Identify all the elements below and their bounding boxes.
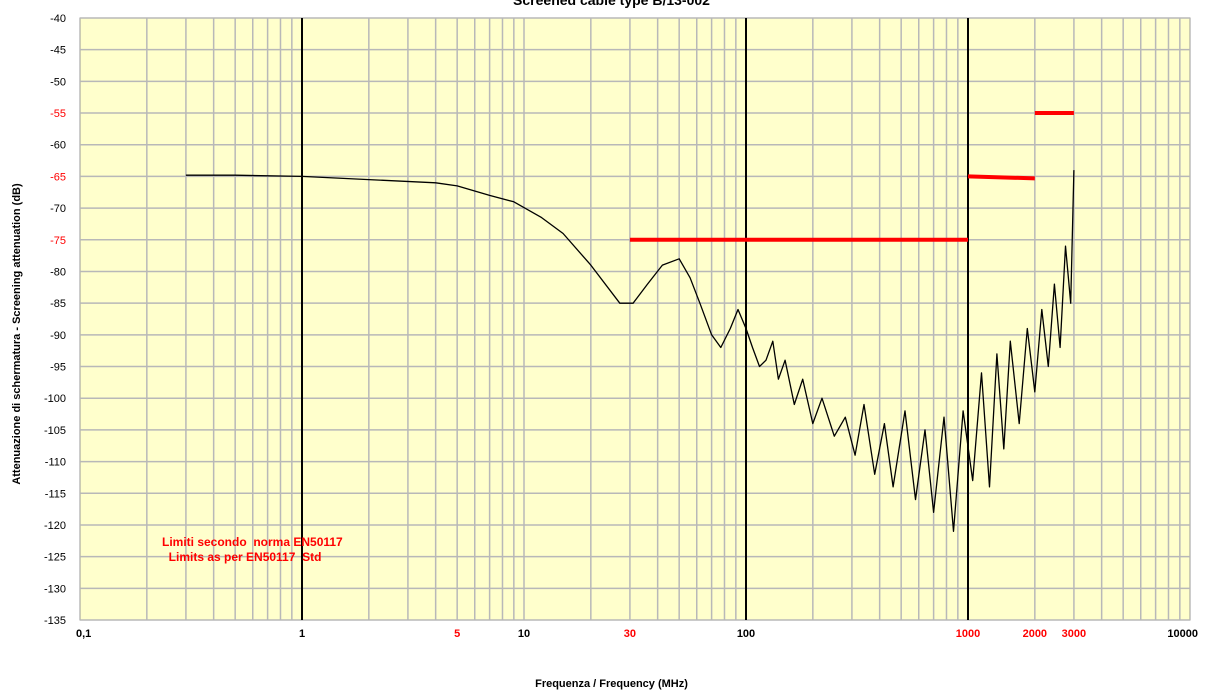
- y-tick-label: -80: [50, 266, 66, 278]
- chart-title: Screened cable type B/13-002: [513, 0, 710, 8]
- y-tick-label: -110: [45, 457, 66, 469]
- limit-lines: [629, 111, 1074, 242]
- minor-gridlines: [80, 17, 1190, 621]
- y-tick-label: -50: [50, 76, 66, 88]
- y-tick-label: -75: [50, 235, 66, 247]
- y-tick-label: -120: [44, 520, 66, 532]
- x-tick-labels: 0,1 1 5 10 30 100 1000 2000 3000 10000: [76, 628, 1198, 640]
- y-axis-label: Attenuazione di schermatura - Screening …: [11, 183, 23, 485]
- x-tick-label: 3000: [1062, 628, 1086, 640]
- y-tick-label: -135: [44, 615, 66, 627]
- y-tick-label: -125: [44, 552, 66, 564]
- major-gridlines: [301, 18, 969, 620]
- x-tick-label: 1: [299, 628, 305, 640]
- limit-segment: [967, 174, 1035, 181]
- y-tick-label: -95: [50, 362, 66, 374]
- annotation-line-2: Limits as per EN50117 Std: [162, 550, 322, 564]
- y-tick-label: -45: [50, 45, 66, 57]
- annotation-line-1: Limiti secondo norma EN50117: [162, 535, 343, 549]
- x-tick-label: 30: [624, 628, 636, 640]
- x-tick-label: 10: [518, 628, 530, 640]
- y-tick-label: -40: [50, 13, 66, 25]
- x-tick-label: 5: [454, 628, 460, 640]
- y-tick-label: -115: [45, 488, 66, 500]
- x-tick-label: 10000: [1167, 628, 1198, 640]
- series-layer: [185, 170, 1075, 532]
- y-tick-labels: -40 -45 -50 -55 -60 -65 -70 -75 -80 -85 -90 -95 -100…: [44, 13, 66, 627]
- y-tick-label: -100: [44, 393, 66, 405]
- limits-annotation: Limiti secondo norma EN50117 Limits as p…: [162, 535, 343, 565]
- x-tick-label: 100: [737, 628, 755, 640]
- x-axis-label: Frequenza / Frequency (MHz): [535, 678, 688, 690]
- plot-area: [79, 17, 1191, 621]
- y-tick-label: -90: [50, 330, 66, 342]
- y-tick-label: -70: [50, 203, 66, 215]
- series-line: [185, 170, 1075, 532]
- y-tick-label: -85: [50, 298, 66, 310]
- y-tick-label: -60: [50, 140, 66, 152]
- y-tick-label: -65: [50, 171, 66, 183]
- y-tick-label: -130: [44, 583, 66, 595]
- x-tick-label: 2000: [1023, 628, 1047, 640]
- y-tick-label: -55: [50, 108, 66, 120]
- x-tick-label: 0,1: [76, 628, 91, 640]
- y-tick-label: -105: [44, 425, 66, 437]
- x-tick-label: 1000: [956, 628, 980, 640]
